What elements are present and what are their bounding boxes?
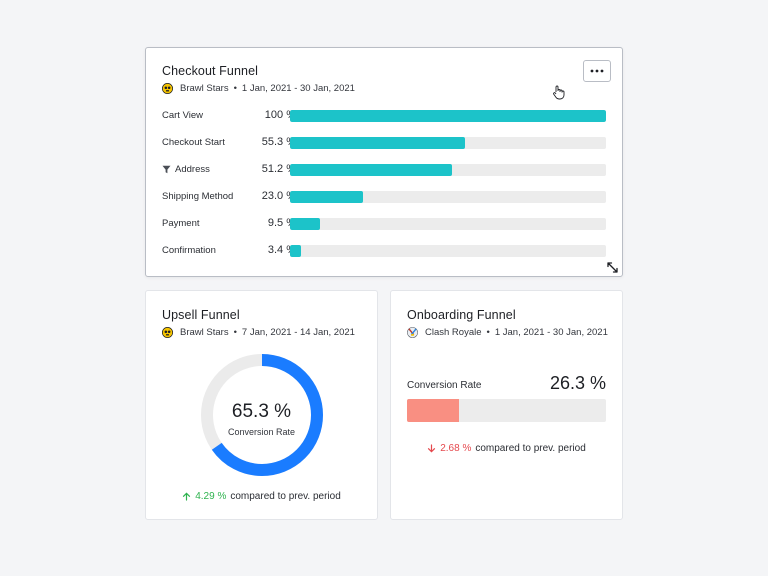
upsell-funnel-title: Upsell Funnel xyxy=(162,308,240,322)
checkout-funnel-meta: Brawl Stars • 1 Jan, 2021 - 30 Jan, 2021 xyxy=(162,83,355,94)
donut-progress-arc xyxy=(201,354,323,476)
onboarding-conversion-label: Conversion Rate xyxy=(407,380,482,391)
step-bar-fill xyxy=(290,137,465,149)
onboarding-funnel-meta: Clash Royale • 1 Jan, 2021 - 30 Jan, 202… xyxy=(407,327,608,338)
step-percent: 100 % xyxy=(264,109,296,121)
step-bar-fill xyxy=(290,164,452,176)
step-label: Confirmation xyxy=(162,245,216,256)
step-label: Checkout Start xyxy=(162,137,225,148)
upsell-conversion-value: 65.3 % xyxy=(231,401,292,422)
onboarding-conversion-fill xyxy=(407,399,460,422)
meta-separator: • xyxy=(233,327,237,338)
game-name: Brawl Stars xyxy=(180,83,229,94)
onboarding-conversion-value: 26.3 % xyxy=(549,373,606,393)
game-name: Clash Royale xyxy=(425,327,482,338)
funnel-step-row: Checkout Start 55.3 % xyxy=(162,136,607,150)
expand-resize-icon[interactable] xyxy=(607,262,618,273)
step-bar-fill xyxy=(290,191,363,203)
onboarding-delta-value: 2.68 % xyxy=(440,443,472,454)
upsell-funnel-card[interactable]: Upsell Funnel Brawl Stars • 7 Jan, 2021 … xyxy=(145,290,378,520)
step-bar-track xyxy=(290,110,606,122)
funnel-step-row: Confirmation 3.4 % xyxy=(162,244,607,258)
checkout-funnel-title: Checkout Funnel xyxy=(162,64,259,78)
upsell-conversion-label: Conversion Rate xyxy=(227,427,296,437)
hand-pointer-cursor-icon xyxy=(553,85,565,100)
onboarding-conversion-track xyxy=(407,399,606,422)
brawl-stars-skull-icon xyxy=(162,83,173,94)
date-range: 1 Jan, 2021 - 30 Jan, 2021 xyxy=(494,327,608,338)
more-options-button[interactable] xyxy=(583,60,611,82)
step-percent: 23.0 % xyxy=(261,190,296,202)
brawl-stars-skull-icon xyxy=(162,327,173,338)
step-percent: 9.5 % xyxy=(267,217,296,229)
conversion-donut-chart xyxy=(201,354,323,476)
step-percent: 55.3 % xyxy=(261,136,296,148)
date-range: 7 Jan, 2021 - 14 Jan, 2021 xyxy=(241,327,355,338)
step-bar-fill xyxy=(290,245,301,257)
step-label: Payment xyxy=(162,218,200,229)
filter-icon xyxy=(162,165,171,174)
upsell-compare-text: compared to prev. period xyxy=(230,491,341,502)
upsell-delta-value: 4.29 % xyxy=(195,491,227,502)
step-bar-track xyxy=(290,137,606,149)
step-bar-track xyxy=(290,218,606,230)
meta-separator: • xyxy=(486,327,490,338)
funnel-step-row: Shipping Method 23.0 % xyxy=(162,190,607,204)
meta-separator: • xyxy=(233,83,237,94)
upsell-delta: 4.29 % compared to prev. period xyxy=(146,491,377,502)
step-percent: 51.2 % xyxy=(261,163,296,175)
game-name: Brawl Stars xyxy=(180,327,229,338)
onboarding-funnel-title: Onboarding Funnel xyxy=(407,308,516,322)
step-label: Shipping Method xyxy=(162,191,234,202)
more-horizontal-icon xyxy=(590,69,604,73)
step-label: Cart View xyxy=(162,110,204,121)
funnel-step-row: Payment 9.5 % xyxy=(162,217,607,231)
date-range: 1 Jan, 2021 - 30 Jan, 2021 xyxy=(241,83,355,94)
upsell-funnel-meta: Brawl Stars • 7 Jan, 2021 - 14 Jan, 2021 xyxy=(162,327,355,338)
arrow-down-icon xyxy=(428,444,436,453)
step-bar-track xyxy=(290,245,606,257)
funnel-step-row: Cart View 100 % xyxy=(162,109,607,123)
step-bar-track xyxy=(290,191,606,203)
step-percent: 3.4 % xyxy=(267,244,296,256)
checkout-funnel-card[interactable]: Checkout Funnel Brawl Stars • 1 Jan, 202… xyxy=(145,47,623,277)
step-bar-fill xyxy=(290,110,606,122)
step-label: Address xyxy=(162,164,210,175)
onboarding-compare-text: compared to prev. period xyxy=(475,443,586,454)
funnel-step-row: Address 51.2 % xyxy=(162,163,607,177)
onboarding-funnel-card[interactable]: Onboarding Funnel Clash Royale • 1 Jan, … xyxy=(390,290,623,520)
step-bar-fill xyxy=(290,218,321,230)
arrow-up-icon xyxy=(183,492,191,501)
onboarding-delta: 2.68 % compared to prev. period xyxy=(391,443,622,454)
step-bar-track xyxy=(290,164,606,176)
clash-royale-icon xyxy=(407,327,418,338)
